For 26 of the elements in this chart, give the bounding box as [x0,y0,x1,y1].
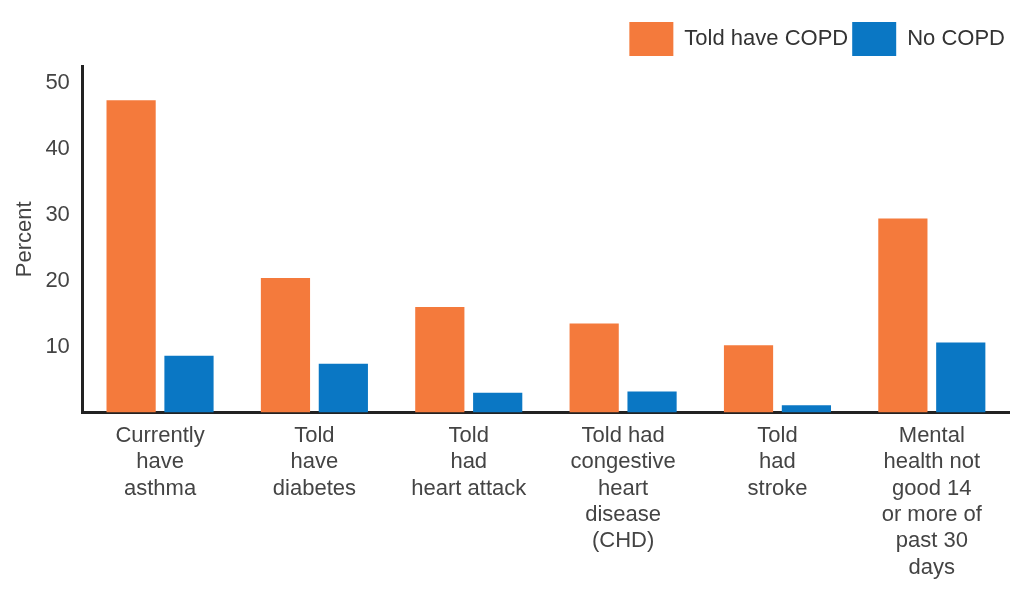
bar [318,363,368,413]
bar [260,277,311,413]
bar [569,323,619,413]
y-axis-title: Percent [11,201,37,278]
bar [106,100,156,413]
y-tick-label: 30 [45,200,70,226]
y-tick-label: 40 [45,134,70,160]
y-tick-label: 50 [45,68,70,94]
x-tick-label: Mental health not good 14 or more of past 30 days [881,421,983,579]
legend-label: No COPD [907,25,1005,51]
bar [781,405,832,413]
bar [878,218,928,413]
x-tick-label: Told have diabetes [272,421,356,500]
x-tick-label: Told had congestive heart disease (CHD) [570,421,676,553]
x-tick-label: Told had stroke [747,421,808,500]
bar [164,355,214,413]
x-tick-label: Told had heart attack [411,421,528,500]
y-tick-label: 10 [45,332,70,358]
bar [723,345,774,413]
y-tick-label: 20 [45,266,70,292]
bar [473,392,523,413]
x-tick-label: Currently have asthma [115,421,205,500]
bar [936,342,986,413]
bar [415,306,465,413]
legend-label: Told have COPD [684,25,849,51]
bar [627,391,677,413]
